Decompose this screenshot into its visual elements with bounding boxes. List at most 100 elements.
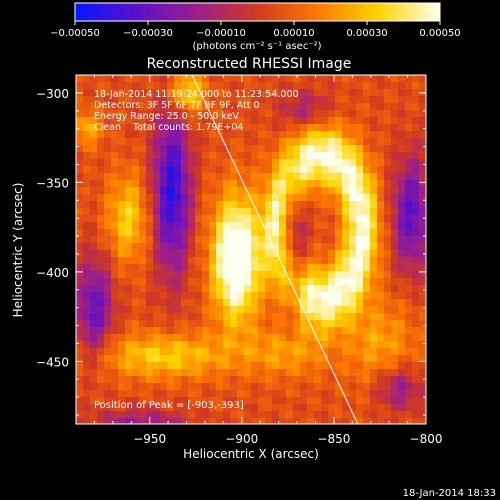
heatmap-cell	[97, 152, 105, 160]
heatmap-cell	[356, 236, 364, 244]
heatmap-cell	[83, 320, 91, 328]
heatmap-cell	[342, 124, 350, 132]
heatmap-cell	[202, 138, 210, 146]
heatmap-cell	[174, 327, 182, 335]
heatmap-cell	[90, 222, 98, 230]
heatmap-cell	[118, 334, 126, 342]
heatmap-cell	[258, 250, 266, 258]
heatmap-cell	[76, 222, 84, 230]
heatmap-cell	[153, 278, 161, 286]
heatmap-cell	[321, 229, 329, 237]
heatmap-cell	[83, 362, 91, 370]
heatmap-cell	[342, 362, 350, 370]
heatmap-cell	[272, 341, 280, 349]
heatmap-cell	[90, 264, 98, 272]
heatmap-cell	[244, 187, 252, 195]
heatmap-cell	[230, 320, 238, 328]
heatmap-cell	[405, 201, 413, 209]
heatmap-cell	[314, 243, 322, 251]
heatmap-cell	[83, 215, 91, 223]
chart-title: Reconstructed RHESSI Image	[147, 56, 352, 72]
heatmap-cell	[314, 376, 322, 384]
heatmap-cell	[300, 145, 308, 153]
heatmap-cell	[293, 334, 301, 342]
heatmap-cell	[419, 313, 426, 321]
heatmap-cell	[237, 180, 245, 188]
heatmap-cell	[370, 334, 378, 342]
heatmap-cell	[195, 201, 203, 209]
heatmap-cell	[132, 110, 140, 118]
heatmap-cell	[342, 376, 350, 384]
heatmap-cell	[174, 320, 182, 328]
heatmap-cell	[258, 110, 266, 118]
heatmap-cell	[90, 229, 98, 237]
heatmap-cell	[230, 152, 238, 160]
heatmap-cell	[370, 299, 378, 307]
heatmap-cell	[90, 180, 98, 188]
heatmap-cell	[111, 313, 119, 321]
heatmap-cell	[188, 215, 196, 223]
heatmap-cell	[104, 103, 112, 111]
heatmap-cell	[314, 208, 322, 216]
heatmap-cell	[279, 355, 287, 363]
heatmap-cell	[76, 229, 84, 237]
heatmap-cell	[412, 383, 420, 391]
heatmap-cell	[146, 110, 154, 118]
heatmap-cell	[83, 327, 91, 335]
heatmap-cell	[83, 75, 91, 83]
heatmap-cell	[391, 383, 399, 391]
heatmap-cell	[391, 285, 399, 293]
heatmap-cell	[209, 271, 217, 279]
heatmap-cell	[272, 208, 280, 216]
heatmap-cell	[405, 194, 413, 202]
heatmap-cell	[83, 173, 91, 181]
heatmap-cell	[237, 222, 245, 230]
heatmap-cell	[363, 194, 371, 202]
heatmap-cell	[237, 117, 245, 125]
heatmap-cell	[97, 397, 105, 405]
heatmap-cell	[342, 96, 350, 104]
heatmap-cell	[300, 243, 308, 251]
heatmap-cell	[321, 117, 329, 125]
heatmap-cell	[181, 222, 189, 230]
heatmap-cell	[139, 306, 147, 314]
heatmap-cell	[258, 103, 266, 111]
heatmap-cell	[230, 75, 238, 83]
heatmap-cell	[230, 404, 238, 412]
heatmap-cell	[167, 278, 175, 286]
heatmap-cell	[118, 348, 126, 356]
heatmap-cell	[209, 257, 217, 265]
heatmap-cell	[97, 348, 105, 356]
heatmap-cell	[370, 313, 378, 321]
heatmap-cell	[111, 334, 119, 342]
heatmap-cell	[307, 348, 315, 356]
heatmap-cell	[216, 103, 224, 111]
heatmap-cell	[321, 152, 329, 160]
heatmap-cell	[181, 348, 189, 356]
heatmap-cell	[76, 103, 84, 111]
heatmap-cell	[356, 418, 364, 424]
heatmap-cell	[279, 82, 287, 90]
heatmap-cell	[335, 334, 343, 342]
info-line-detectors: Detectors: 3F 5F 6F 7F 8F 9F, Att 0	[94, 100, 260, 111]
heatmap-cell	[118, 96, 126, 104]
heatmap-cell	[363, 264, 371, 272]
heatmap-cell	[363, 173, 371, 181]
heatmap-cell	[230, 103, 238, 111]
heatmap-cell	[384, 103, 392, 111]
heatmap-cell	[363, 271, 371, 279]
heatmap-cell	[209, 222, 217, 230]
heatmap-cell	[251, 75, 259, 83]
heatmap-cell	[188, 306, 196, 314]
heatmap-cell	[153, 75, 161, 83]
heatmap-cell	[230, 313, 238, 321]
heatmap-cell	[251, 285, 259, 293]
heatmap-cell	[391, 250, 399, 258]
heatmap-cell	[83, 166, 91, 174]
heatmap-cell	[244, 159, 252, 167]
heatmap-cell	[167, 138, 175, 146]
heatmap-cell	[223, 334, 231, 342]
heatmap-cell	[167, 313, 175, 321]
heatmap-cell	[139, 418, 147, 424]
heatmap-cell	[195, 103, 203, 111]
